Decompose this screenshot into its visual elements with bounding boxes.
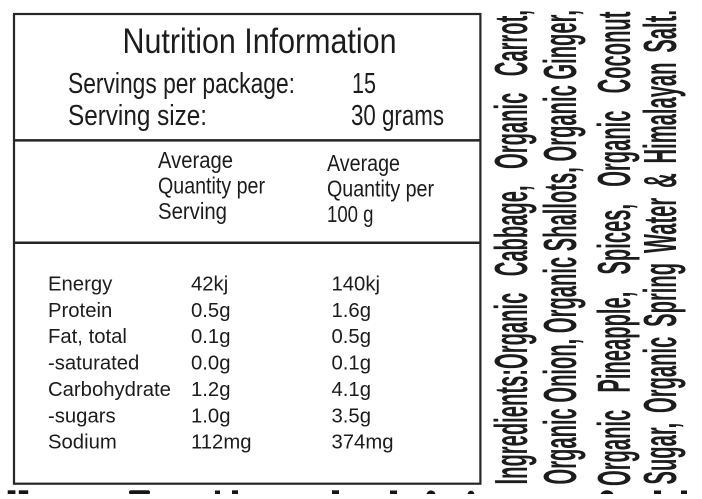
svg-text:140kj: 140kj: [332, 274, 381, 296]
svg-text:4.1g: 4.1g: [332, 379, 371, 401]
svg-text:Serving size:: Serving size:: [68, 100, 207, 132]
svg-text:0.1g: 0.1g: [332, 353, 371, 375]
svg-text:112mg: 112mg: [191, 432, 252, 454]
svg-text:Quantity per: Quantity per: [158, 173, 265, 199]
svg-text:15: 15: [352, 68, 376, 100]
svg-text:1.0g: 1.0g: [191, 405, 230, 427]
svg-text:Organic Pineapple, Spices, Org: Organic Pineapple, Spices, Organic Cocon…: [589, 11, 641, 486]
svg-text:374mg: 374mg: [332, 432, 394, 454]
svg-text:30 grams: 30 grams: [351, 100, 444, 132]
svg-text:1.2g: 1.2g: [191, 379, 230, 401]
svg-text:0.5g: 0.5g: [332, 326, 371, 348]
svg-text:0.1g: 0.1g: [191, 326, 230, 348]
svg-text:-sugars: -sugars: [48, 405, 116, 427]
svg-text:Fat, total: Fat, total: [48, 326, 127, 348]
svg-text:Average: Average: [327, 150, 400, 176]
svg-text:Servings per package:: Servings per package:: [68, 68, 295, 100]
svg-text:Energy: Energy: [48, 274, 113, 296]
svg-text:Ingredients:Organic Cabbage, O: Ingredients:Organic Cabbage, Organic Car…: [486, 10, 538, 484]
svg-text:Organic Onion, Organic Shallot: Organic Onion, Organic Shallots, Organic…: [535, 10, 587, 484]
svg-text:Serving: Serving: [158, 198, 227, 224]
svg-text:Quantity per: Quantity per: [327, 176, 434, 202]
svg-text:Sugar, Organic Spring Water &: Sugar, Organic Spring Water & Himalayan …: [635, 10, 687, 484]
svg-text:100 g: 100 g: [327, 201, 374, 227]
svg-text:42kj: 42kj: [191, 274, 228, 296]
svg-text:1.6g: 1.6g: [332, 300, 371, 322]
svg-text:0.5g: 0.5g: [191, 300, 230, 322]
svg-text:0.0g: 0.0g: [191, 353, 230, 375]
svg-text:Protein: Protein: [48, 300, 112, 322]
svg-text:Nutrition Information: Nutrition Information: [123, 22, 397, 61]
svg-text:Average: Average: [158, 147, 233, 173]
svg-text:-saturated: -saturated: [48, 353, 139, 375]
svg-text:3.5g: 3.5g: [332, 405, 371, 427]
svg-text:Sodium: Sodium: [48, 432, 117, 454]
svg-text:Carbohydrate: Carbohydrate: [48, 379, 171, 401]
